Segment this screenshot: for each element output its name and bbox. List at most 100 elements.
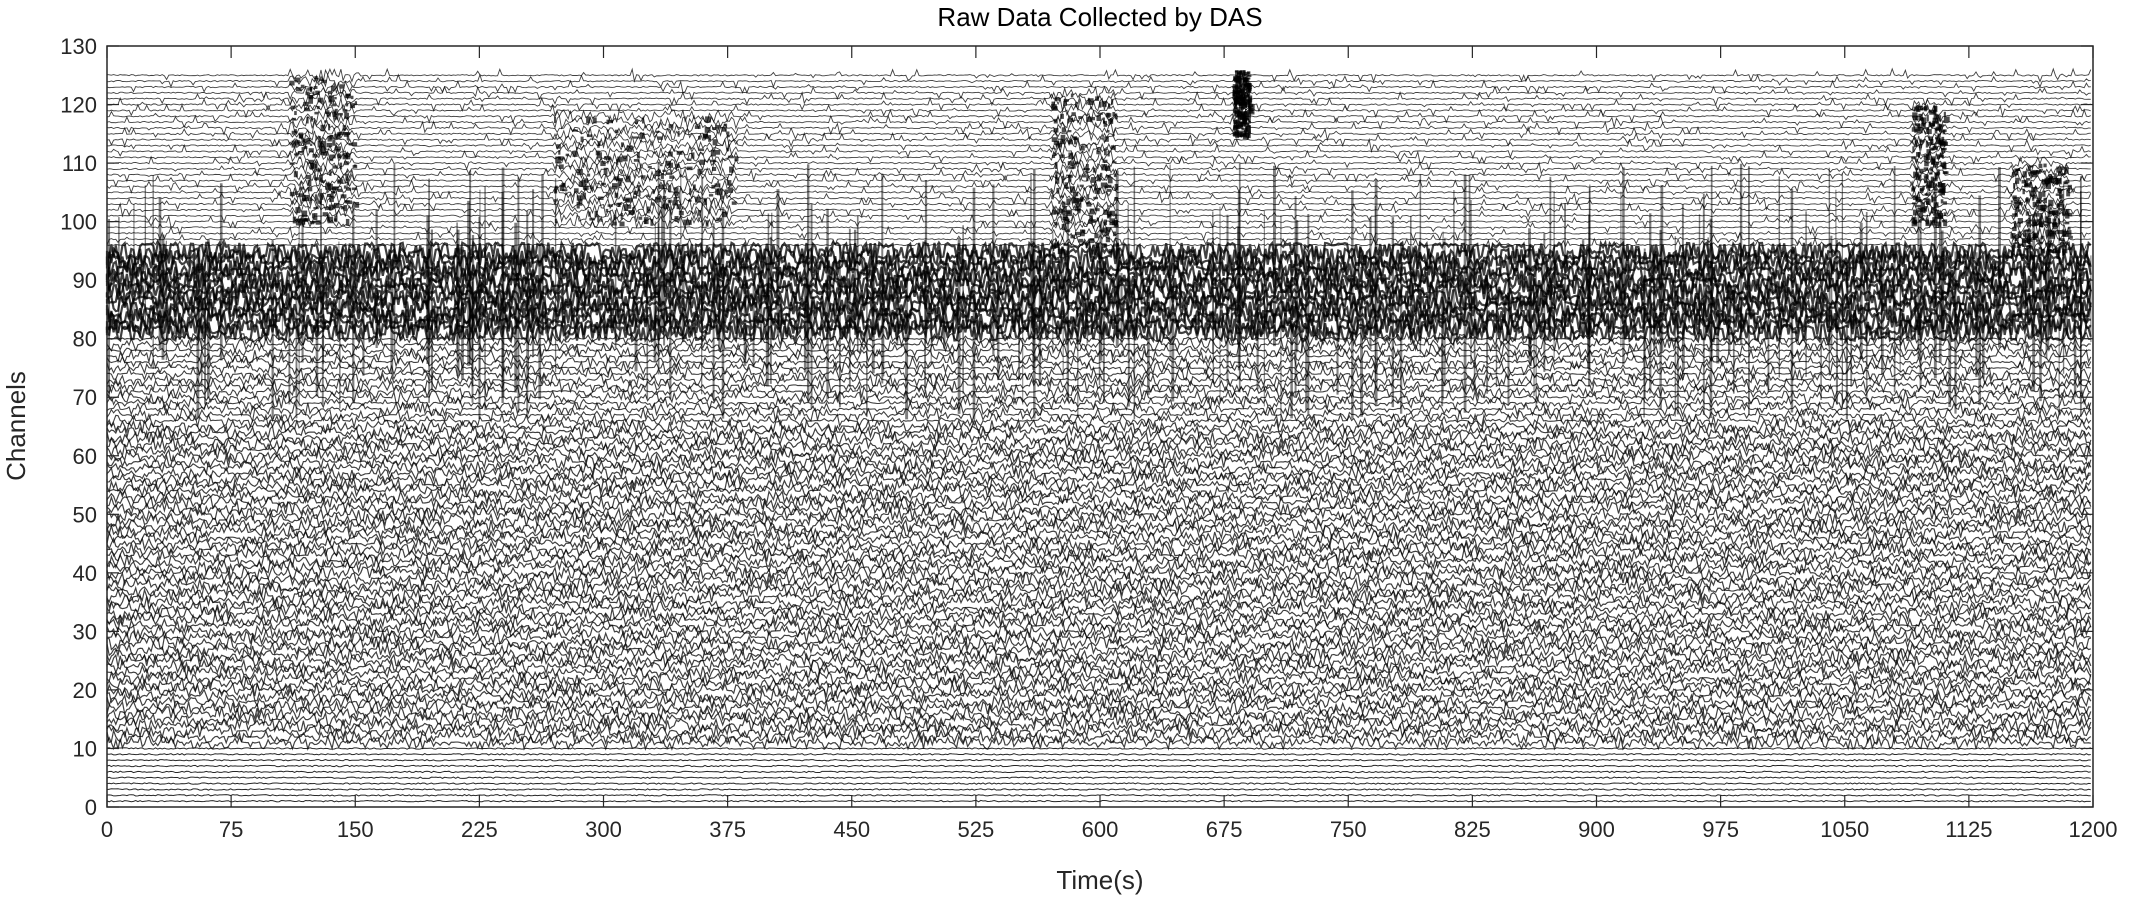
event-blob: [349, 103, 355, 109]
event-blob: [589, 217, 595, 221]
event-blob: [1079, 184, 1084, 187]
event-blob: [1941, 189, 1945, 195]
event-blob: [296, 87, 302, 92]
event-blob: [2052, 218, 2057, 226]
event-blob: [1244, 73, 1248, 77]
event-blob: [300, 84, 305, 88]
y-tick-label: 0: [85, 795, 97, 820]
event-blob: [589, 185, 593, 190]
event-blob: [1090, 177, 1097, 183]
x-tick-label: 675: [1206, 817, 1243, 842]
y-tick-label: 50: [73, 502, 97, 527]
event-blob: [2046, 218, 2052, 224]
event-blob: [1934, 127, 1938, 134]
event-blob: [1054, 221, 1058, 226]
event-blob: [1917, 105, 1924, 111]
event-blob: [626, 145, 633, 152]
event-blob: [2015, 177, 2020, 184]
event-blob: [1937, 212, 1944, 219]
event-blob: [1105, 184, 1112, 189]
event-blob: [715, 188, 719, 195]
event-blob: [634, 119, 638, 125]
event-blob: [332, 111, 337, 117]
channel-trace: [106, 540, 2091, 558]
event-blob: [1085, 164, 1089, 171]
event-blob: [624, 198, 630, 202]
event-blob: [611, 183, 618, 190]
event-blob: [1919, 168, 1924, 173]
event-blob: [1239, 85, 1242, 93]
y-tick-label: 10: [73, 736, 97, 761]
event-blob: [577, 169, 583, 176]
event-blob: [632, 136, 639, 139]
event-blob: [1060, 134, 1066, 142]
event-blob: [333, 202, 340, 209]
event-blob: [1101, 164, 1108, 171]
event-blob: [704, 198, 708, 206]
channel-trace: [106, 371, 2092, 388]
channel-trace: [106, 202, 2091, 218]
event-blob: [692, 184, 696, 191]
event-blob: [1925, 193, 1930, 196]
event-blob: [1114, 213, 1117, 219]
event-blob: [2043, 179, 2048, 182]
event-blob: [1913, 220, 1917, 225]
event-blob: [1095, 96, 1100, 101]
event-blob: [586, 116, 591, 124]
event-blob: [2056, 210, 2059, 214]
event-blob: [1071, 112, 1076, 117]
event-blob: [2068, 235, 2073, 239]
channel-trace: [106, 131, 2091, 148]
event-blob: [555, 156, 561, 164]
event-blob: [299, 186, 305, 190]
event-blob: [553, 188, 558, 194]
y-tick-label: 20: [73, 678, 97, 703]
event-blob: [1091, 249, 1094, 255]
event-blob: [2062, 248, 2068, 254]
event-blob: [1053, 127, 1059, 133]
event-blob: [346, 179, 350, 186]
event-blob: [1240, 92, 1246, 99]
event-blob: [320, 180, 325, 183]
event-blob: [2017, 168, 2021, 171]
channel-trace: [106, 675, 2092, 693]
event-blob: [1051, 137, 1058, 142]
event-blob: [1065, 218, 1070, 225]
event-blob: [1075, 161, 1079, 165]
event-blob: [711, 184, 716, 189]
event-blob: [328, 95, 335, 103]
event-blob: [301, 220, 306, 225]
y-tick-label: 120: [60, 93, 97, 118]
event-blob: [335, 146, 342, 151]
event-blob: [2061, 210, 2068, 216]
event-blob: [651, 202, 655, 206]
event-blob: [327, 183, 333, 190]
event-blob: [1073, 137, 1079, 141]
event-blob: [1084, 168, 1090, 171]
event-blob: [2039, 222, 2044, 228]
event-blob: [695, 196, 701, 203]
event-blob: [1110, 98, 1114, 105]
event-blob: [1912, 112, 1918, 118]
event-blob: [2031, 186, 2037, 193]
event-blob: [1071, 162, 1076, 169]
x-tick-label: 750: [1330, 817, 1367, 842]
event-blob: [1064, 250, 1068, 255]
event-blob: [2067, 230, 2072, 236]
event-blob: [1113, 224, 1119, 228]
event-blob: [1089, 208, 1095, 215]
event-blob: [1072, 192, 1079, 197]
event-blob: [320, 124, 326, 132]
event-blob: [301, 198, 306, 201]
event-blob: [1931, 148, 1934, 151]
event-blob: [604, 156, 610, 160]
event-blob: [2026, 236, 2031, 243]
channel-trace: [106, 581, 2092, 599]
channel-trace: [106, 499, 2091, 518]
event-blob: [2031, 197, 2035, 201]
event-blob: [2048, 199, 2054, 206]
event-blob: [638, 216, 643, 220]
x-tick-label: 225: [461, 817, 498, 842]
event-blob: [667, 185, 672, 193]
event-blob: [2067, 247, 2072, 251]
